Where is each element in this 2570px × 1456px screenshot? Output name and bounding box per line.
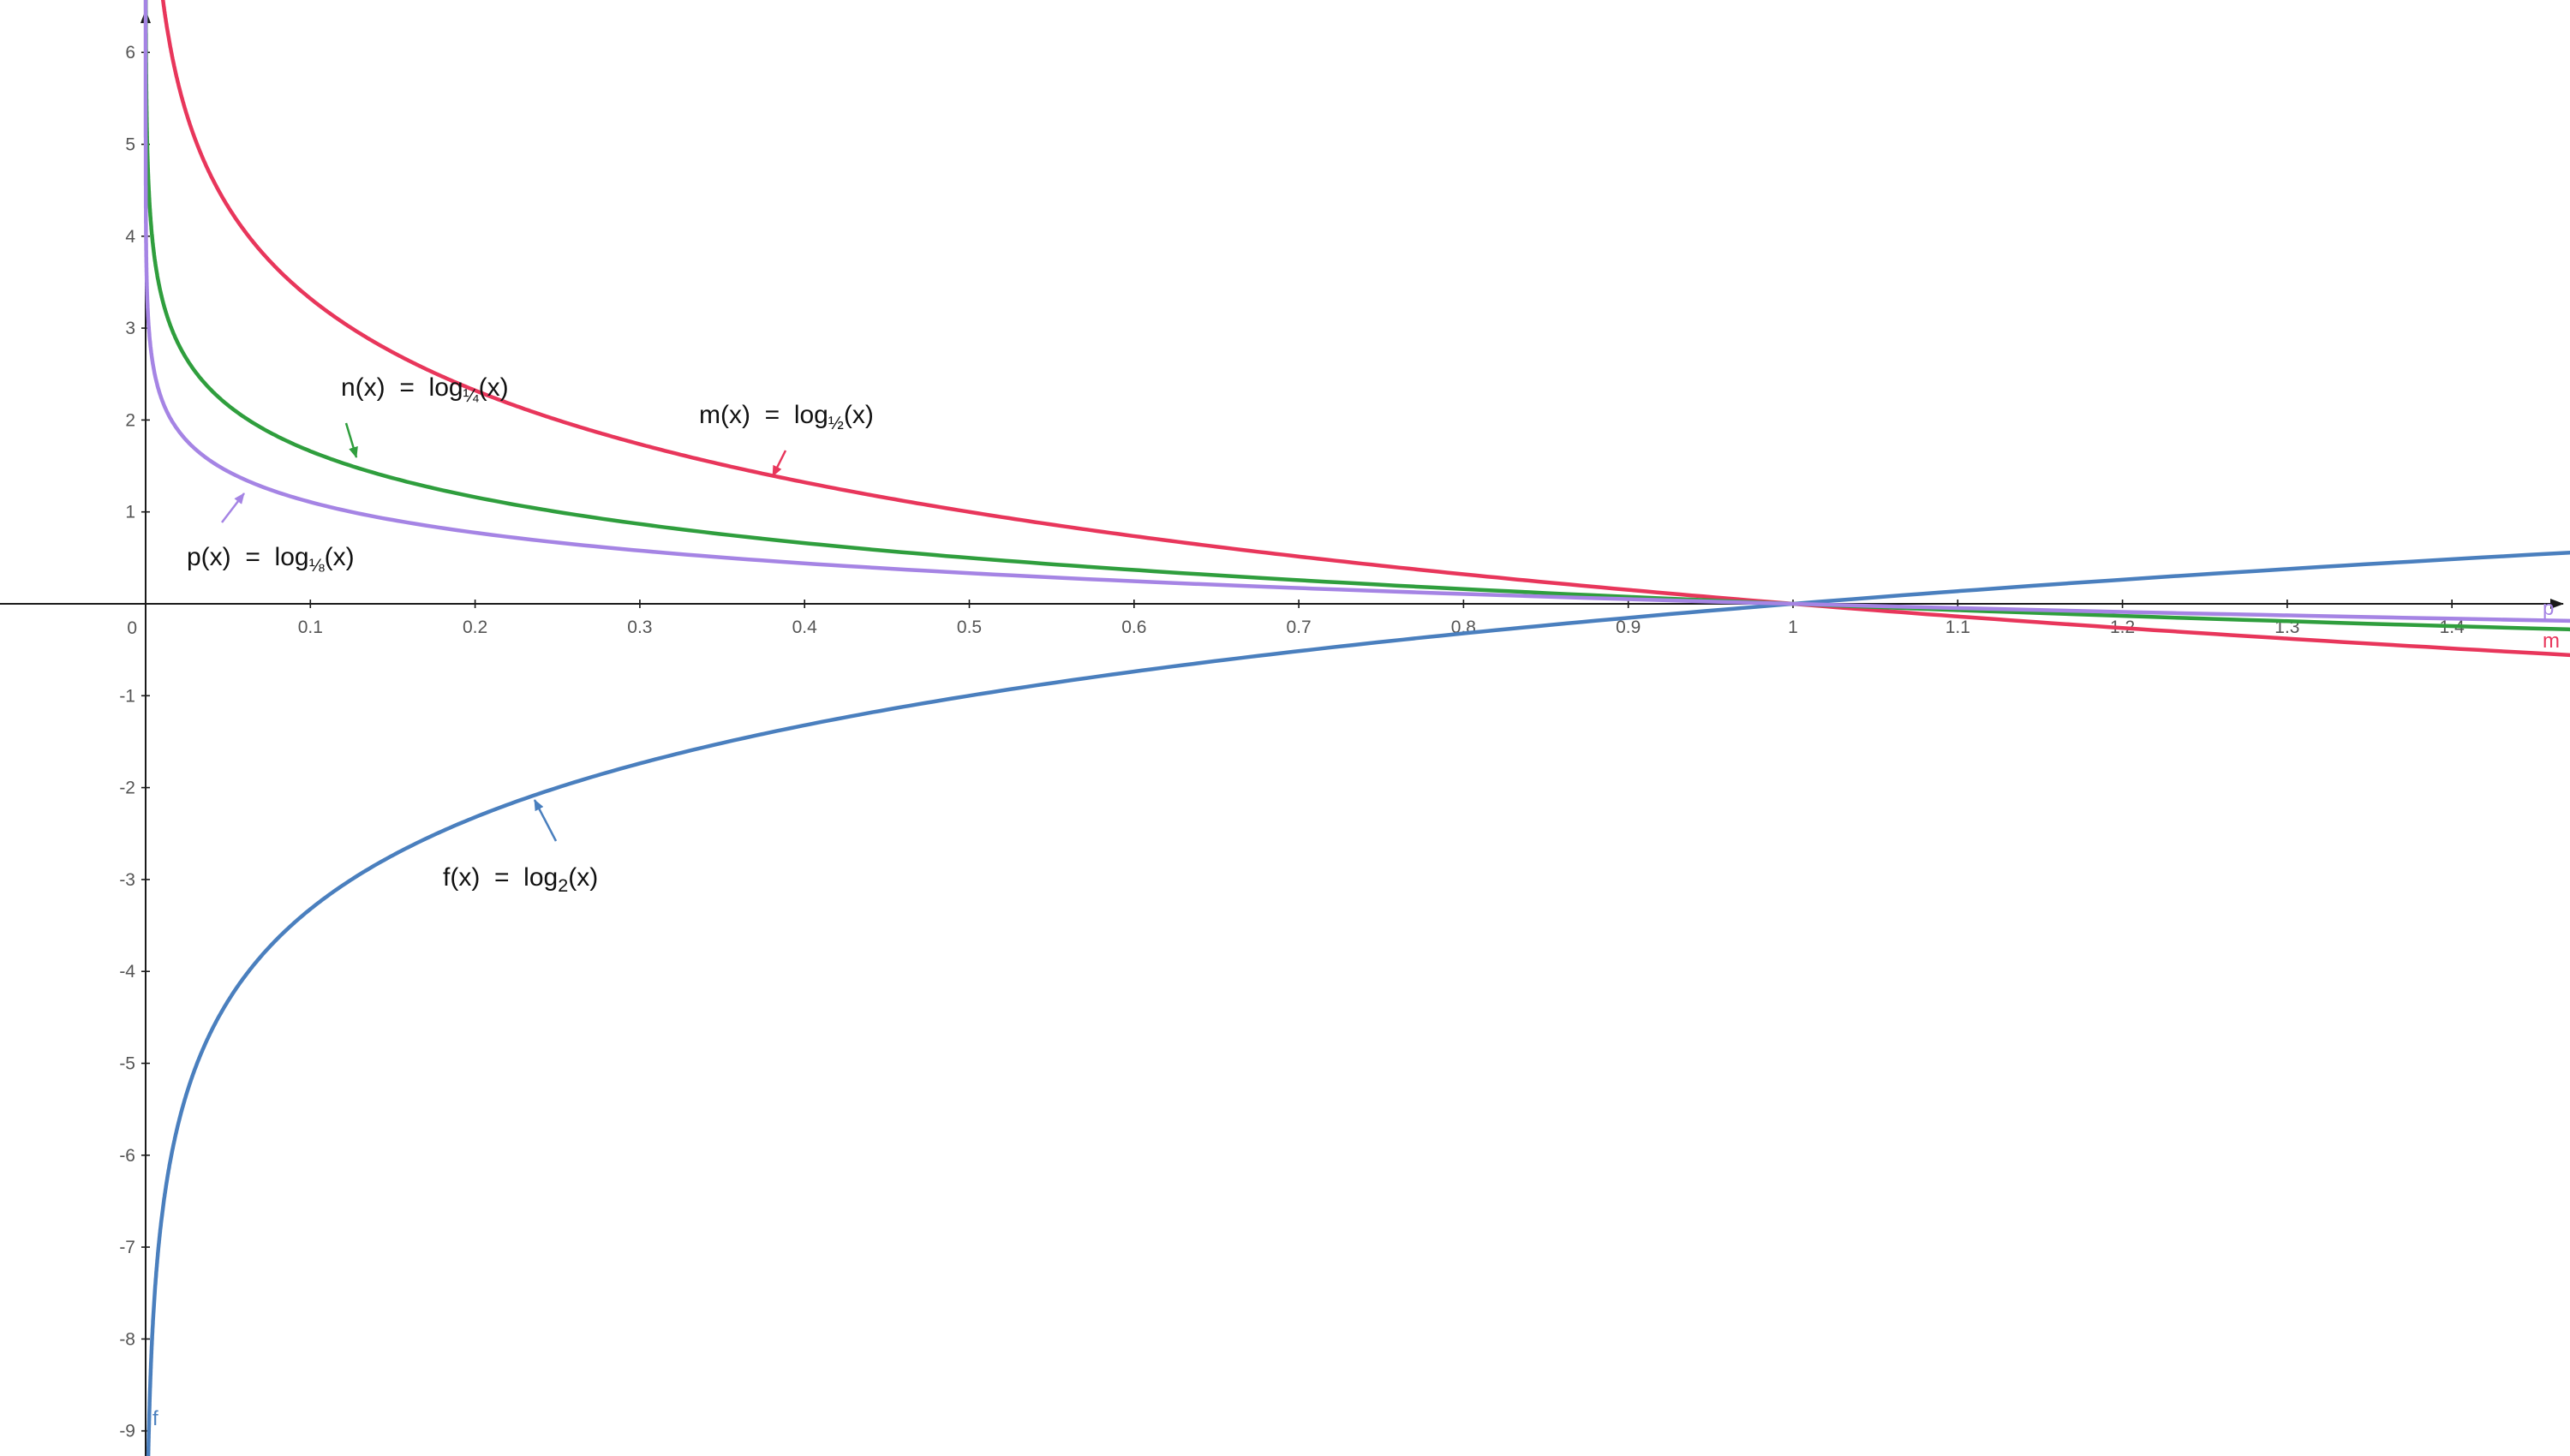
curve-label-f[interactable]: f(x) = log2(x): [443, 863, 598, 897]
curve-label-base: ½: [828, 412, 844, 433]
y-tick-label: -8: [119, 1329, 135, 1349]
y-tick-label: -9: [119, 1422, 135, 1441]
curve-label-m[interactable]: m(x) = log½(x): [699, 401, 874, 434]
curve-label-prefix: n(x) = log: [341, 373, 463, 402]
curve-label-prefix: p(x) = log: [187, 543, 309, 571]
curve-m[interactable]: [158, 0, 2570, 658]
y-tick-label: -6: [119, 1146, 135, 1166]
curve-label-suffix: (x): [843, 401, 874, 429]
x-tick-label: 1: [1788, 618, 1798, 637]
edge-label-m[interactable]: m: [2543, 630, 2560, 653]
x-tick-label: 0.9: [1616, 618, 1641, 637]
y-tick-label: -4: [119, 962, 135, 982]
curve-label-arrow-p: [221, 492, 245, 523]
edge-label-f[interactable]: f: [152, 1407, 158, 1430]
curve-label-suffix: (x): [324, 543, 355, 571]
y-tick-label: -7: [119, 1238, 135, 1257]
curve-label-base: ¼: [463, 385, 479, 406]
x-tick-label: 0.4: [792, 618, 818, 637]
y-tick-label: 1: [125, 503, 135, 522]
x-tick-label: 0.2: [463, 618, 487, 637]
origin-label: 0: [127, 618, 137, 638]
curve-label-prefix: f(x) = log: [443, 863, 559, 892]
x-tick-label: 0.5: [957, 618, 982, 637]
curve-label-arrow-n: [344, 422, 358, 458]
curve-label-prefix: m(x) = log: [699, 401, 828, 429]
x-tick-label: 0.7: [1286, 618, 1311, 637]
y-tick-label: 4: [125, 227, 135, 247]
curve-label-base: 2: [558, 874, 569, 896]
y-tick-label: -5: [119, 1054, 135, 1074]
edge-label-p[interactable]: p: [2543, 597, 2554, 620]
x-tick-label: 1.1: [1945, 618, 1970, 637]
curve-p[interactable]: [143, 0, 2570, 624]
x-tick-label: 0.3: [627, 618, 652, 637]
curve-label-base: ⅛: [308, 554, 325, 576]
curve-label-arrow-f: [533, 799, 558, 842]
curve-f[interactable]: [146, 550, 2570, 1456]
x-tick-label: 0.1: [298, 618, 323, 637]
curve-label-suffix: (x): [478, 373, 509, 402]
y-tick-label: -1: [119, 686, 135, 706]
curve-label-n[interactable]: n(x) = log¼(x): [341, 373, 509, 407]
y-tick-label: 6: [125, 43, 135, 63]
y-tick-label: 2: [125, 410, 135, 430]
y-tick-label: -3: [119, 870, 135, 890]
curve-label-suffix: (x): [568, 863, 599, 892]
y-tick-label: -2: [119, 779, 135, 798]
x-tick-label: 0.6: [1121, 618, 1146, 637]
curve-label-p[interactable]: p(x) = log⅛(x): [187, 543, 355, 576]
curve-label-arrow-m: [771, 450, 787, 477]
y-tick-label: 5: [125, 135, 135, 155]
y-tick-label: 3: [125, 319, 135, 338]
